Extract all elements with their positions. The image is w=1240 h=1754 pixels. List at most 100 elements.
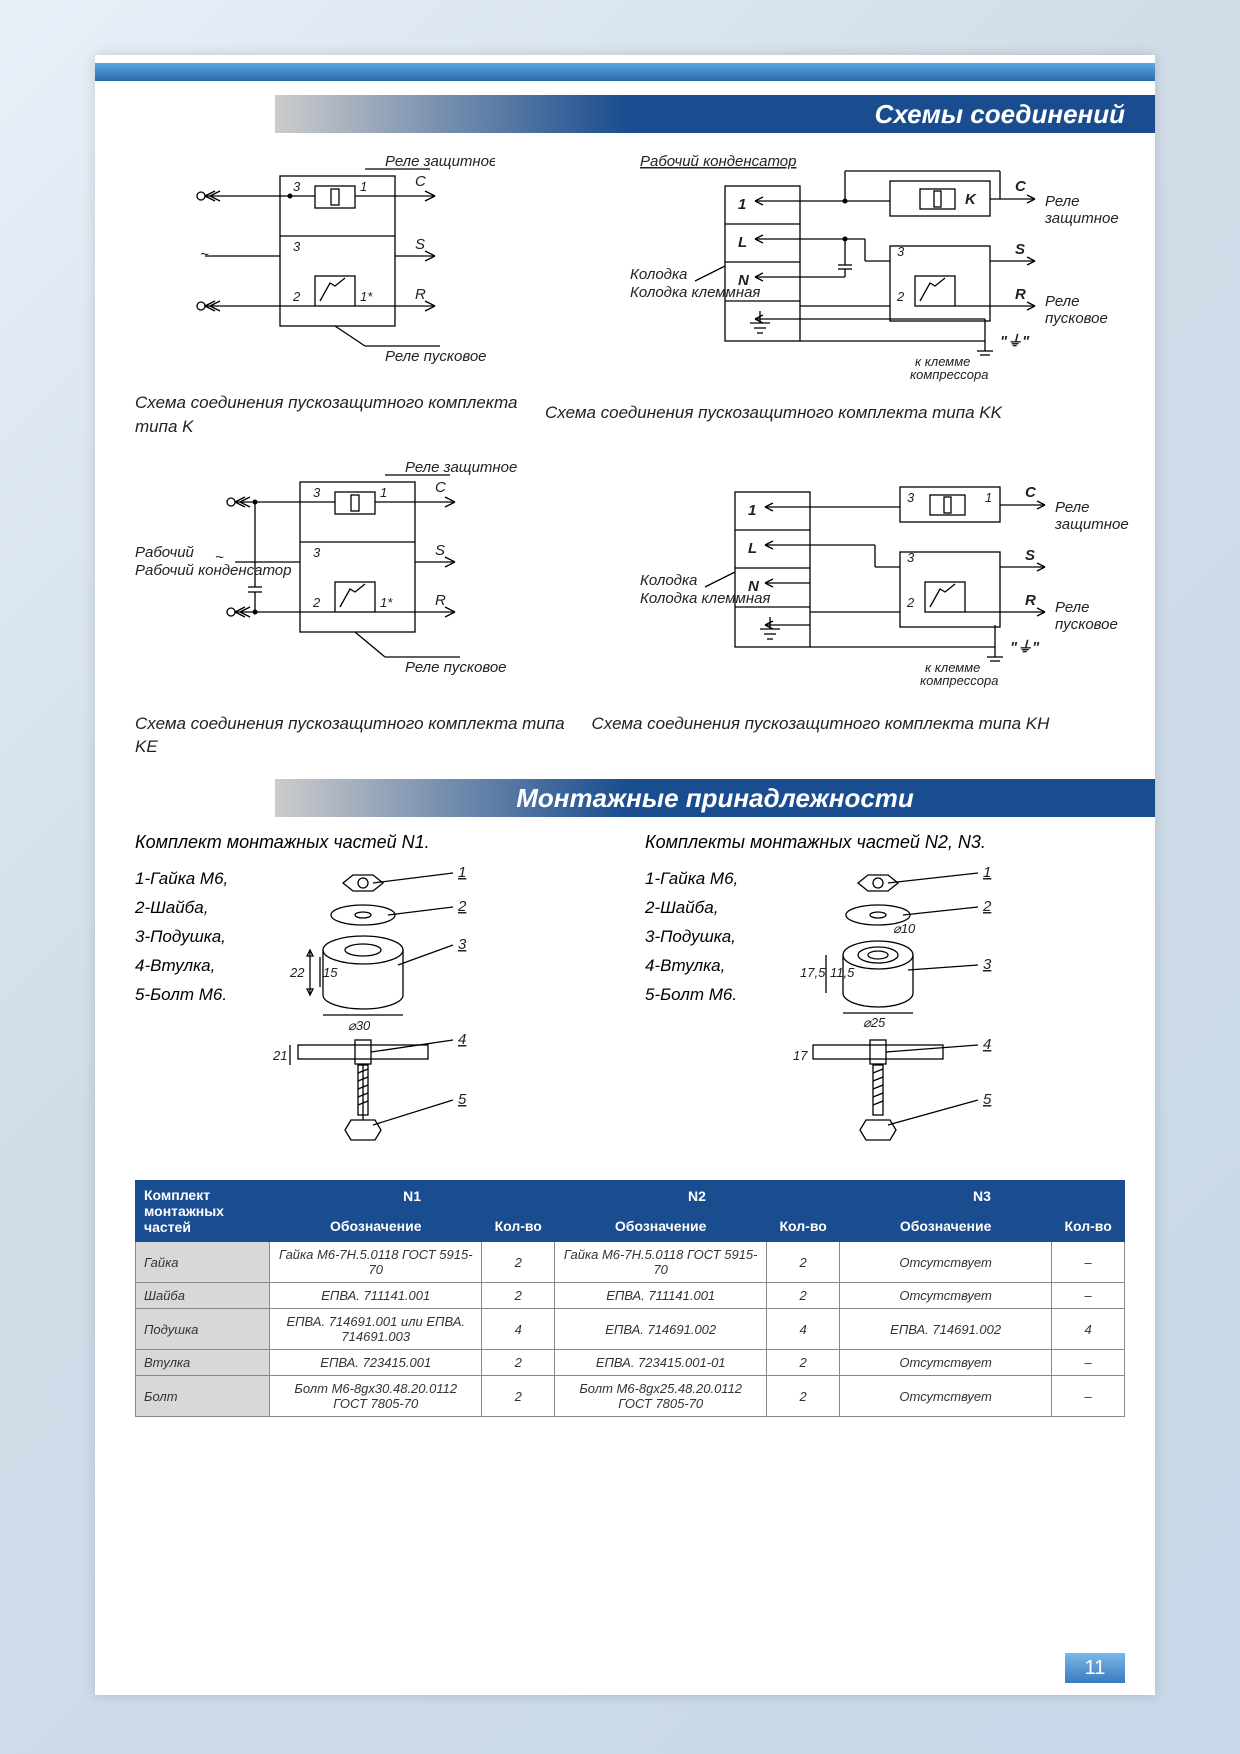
schematic-kk: Рабочий конденсатор 1 L N bbox=[545, 151, 1125, 391]
svg-text:1: 1 bbox=[738, 196, 746, 213]
diagrams-row-1: Реле защитное 3 1 C bbox=[135, 151, 1125, 439]
svg-text:S: S bbox=[1025, 547, 1035, 564]
label-bottom: Реле пусковое bbox=[385, 348, 487, 365]
svg-text:17: 17 bbox=[793, 1048, 808, 1063]
th-kit: Комплект монтажных частей bbox=[136, 1181, 270, 1242]
svg-text:1: 1 bbox=[360, 179, 367, 194]
svg-text:компрессора: компрессора bbox=[920, 673, 998, 688]
svg-text:C: C bbox=[1025, 484, 1037, 501]
svg-text:"⏚": "⏚" bbox=[1010, 639, 1040, 656]
parts-table: Комплект монтажных частей N1 N2 N3 Обозн… bbox=[135, 1180, 1125, 1417]
svg-text:R: R bbox=[435, 592, 446, 609]
svg-text:Реле: Реле bbox=[1045, 293, 1079, 310]
svg-text:Реле: Реле bbox=[1045, 193, 1079, 210]
svg-text:защитное: защитное bbox=[1044, 210, 1119, 227]
page-number: 11 bbox=[1065, 1653, 1125, 1683]
mounting-content: Комплект монтажных частей N1. 1-Гайка М6… bbox=[95, 832, 1155, 1417]
caption-kh: Схема соединения пускозащитного комплект… bbox=[592, 712, 1126, 760]
svg-text:2: 2 bbox=[312, 595, 321, 610]
th-n1: N1 bbox=[270, 1181, 555, 1212]
caption-ke: Схема соединения пускозащитного комплект… bbox=[135, 712, 572, 760]
pin-c: C bbox=[415, 173, 426, 190]
svg-text:3: 3 bbox=[313, 545, 321, 560]
svg-text:Колодка клеммная: Колодка клеммная bbox=[630, 284, 760, 301]
svg-text:5: 5 bbox=[983, 1091, 992, 1108]
svg-text:3: 3 bbox=[983, 956, 992, 973]
mounting-title-2: Комплекты монтажных частей N2, N3. bbox=[645, 832, 1125, 853]
pin-r: R bbox=[415, 286, 426, 303]
svg-text:4: 4 bbox=[983, 1036, 991, 1053]
svg-text:Реле: Реле bbox=[1055, 599, 1089, 616]
schematic-k: Реле защитное 3 1 C bbox=[135, 151, 495, 381]
caption-kk: Схема соединения пускозащитного комплект… bbox=[545, 401, 1125, 425]
svg-text:2: 2 bbox=[982, 898, 992, 915]
page: Схемы соединений Реле защитное bbox=[95, 55, 1155, 1695]
diagram-kh: 1 L N Колодка Колодка клеммная bbox=[555, 457, 1135, 697]
diagram-kk: Рабочий конденсатор 1 L N bbox=[545, 151, 1125, 439]
svg-text:пусковое: пусковое bbox=[1045, 310, 1108, 327]
svg-text:3: 3 bbox=[313, 485, 321, 500]
diagram-ke: Реле защитное 3 1 C ~ bbox=[135, 457, 535, 697]
mounting-title-1: Комплект монтажных частей N1. bbox=[135, 832, 615, 853]
schematic-ke: Реле защитное 3 1 C ~ bbox=[135, 457, 535, 697]
svg-text:Рабочий конденсатор: Рабочий конденсатор bbox=[135, 562, 292, 579]
svg-text:1: 1 bbox=[458, 865, 466, 881]
table-head: Комплект монтажных частей N1 N2 N3 Обозн… bbox=[136, 1181, 1125, 1242]
svg-text:⌀30: ⌀30 bbox=[348, 1018, 371, 1033]
svg-text:3: 3 bbox=[907, 490, 915, 505]
label-top: Реле защитное bbox=[405, 459, 517, 476]
table-row: ГайкаГайка М6-7H.5.0118 ГОСТ 5915-702Гай… bbox=[136, 1242, 1125, 1283]
row-name: Гайка bbox=[136, 1242, 270, 1283]
svg-text:C: C bbox=[1015, 178, 1027, 195]
label-top: Реле защитное bbox=[385, 153, 495, 170]
svg-text:K: K bbox=[965, 191, 977, 208]
th-n2: N2 bbox=[555, 1181, 840, 1212]
svg-text:5: 5 bbox=[458, 1091, 467, 1108]
schematic-kh: 1 L N Колодка Колодка клеммная bbox=[555, 457, 1135, 697]
svg-text:17,5: 17,5 bbox=[800, 965, 826, 980]
diagram-k: Реле защитное 3 1 C bbox=[135, 151, 525, 439]
svg-text:S: S bbox=[435, 542, 445, 559]
mounting-row: Комплект монтажных частей N1. 1-Гайка М6… bbox=[135, 832, 1125, 1155]
row-name: Подушка bbox=[136, 1309, 270, 1350]
svg-text:1: 1 bbox=[985, 490, 992, 505]
caption-k: Схема соединения пускозащитного комплект… bbox=[135, 391, 525, 439]
svg-text:R: R bbox=[1015, 286, 1026, 303]
section-title-2: Монтажные принадлежности bbox=[516, 783, 914, 814]
svg-text:Реле: Реле bbox=[1055, 499, 1089, 516]
label-top: Рабочий конденсатор bbox=[640, 153, 797, 170]
drawing-n1: 22 15 ⌀30 21 bbox=[238, 865, 498, 1155]
drawing-n2n3: ⌀10 17,5 11,5 ⌀25 17 bbox=[748, 865, 1028, 1155]
svg-text:R: R bbox=[1025, 592, 1036, 609]
svg-text:21: 21 bbox=[272, 1048, 287, 1063]
svg-text:4: 4 bbox=[458, 1031, 466, 1048]
svg-text:Колодка клеммная: Колодка клеммная bbox=[640, 590, 770, 607]
table-row: ВтулкаЕПВА. 723415.0012ЕПВА. 723415.001-… bbox=[136, 1350, 1125, 1376]
svg-text:"⏚": "⏚" bbox=[1000, 333, 1030, 350]
svg-text:Колодка: Колодка bbox=[640, 572, 697, 589]
svg-text:пусковое: пусковое bbox=[1055, 616, 1118, 633]
mounting-n2n3: Комплекты монтажных частей N2, N3. 1-Гай… bbox=[645, 832, 1125, 1155]
top-accent-bar bbox=[95, 63, 1155, 81]
svg-text:2: 2 bbox=[292, 289, 301, 304]
svg-text:3: 3 bbox=[293, 239, 301, 254]
svg-text:1*: 1* bbox=[360, 289, 373, 304]
parts-list-2: 1-Гайка М6, 2-Шайба, 3-Подушка, 4-Втулка… bbox=[645, 865, 738, 1155]
svg-text:компрессора: компрессора bbox=[910, 367, 988, 382]
row-name: Шайба bbox=[136, 1283, 270, 1309]
parts-list-1: 1-Гайка М6, 2-Шайба, 3-Подушка, 4-Втулка… bbox=[135, 865, 228, 1155]
th-n3: N3 bbox=[839, 1181, 1124, 1212]
svg-text:L: L bbox=[738, 234, 747, 251]
mounting-n1: Комплект монтажных частей N1. 1-Гайка М6… bbox=[135, 832, 615, 1155]
svg-text:L: L bbox=[748, 540, 757, 557]
svg-text:⌀25: ⌀25 bbox=[863, 1015, 886, 1030]
svg-text:C: C bbox=[435, 479, 446, 496]
svg-text:15: 15 bbox=[323, 965, 338, 980]
table-row: ПодушкаЕПВА. 714691.001 или ЕПВА. 714691… bbox=[136, 1309, 1125, 1350]
svg-text:защитное: защитное bbox=[1054, 516, 1129, 533]
svg-text:2: 2 bbox=[896, 289, 905, 304]
diagrams-row-2: Реле защитное 3 1 C ~ bbox=[135, 457, 1125, 697]
svg-text:~: ~ bbox=[200, 246, 209, 263]
svg-text:2: 2 bbox=[457, 898, 467, 915]
svg-text:3: 3 bbox=[293, 179, 301, 194]
